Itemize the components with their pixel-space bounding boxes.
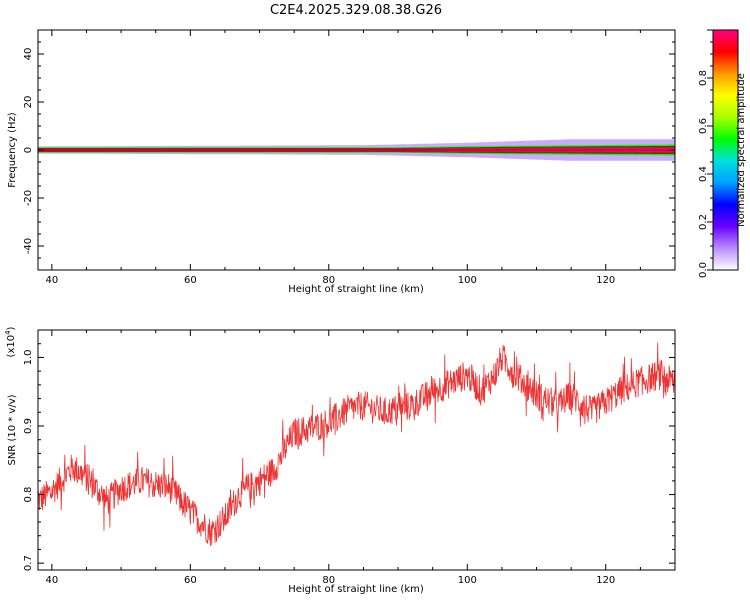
colorbar-tick-label: 0.0	[698, 262, 709, 278]
x-tick-label: 40	[45, 275, 58, 286]
snr-y-exponent: (x104)	[4, 326, 17, 357]
spectrogram-y-axis-label: Frequency (Hz)	[7, 112, 18, 188]
x-tick-label: 60	[184, 275, 197, 286]
x-tick-label: 80	[322, 275, 335, 286]
y-tick-label: 1.0	[23, 349, 34, 365]
x-tick-label: 40	[45, 575, 58, 586]
colorbar-tick-label: 0.4	[698, 166, 709, 182]
spectrogram-band	[38, 139, 675, 161]
colorbar-ticks: 0.0 0.2 0.4 0.6 0.8	[698, 29, 713, 278]
spectrogram-y-ticks: 40 20 0 -20 -40	[23, 29, 675, 271]
snr-frame	[37, 329, 676, 571]
snr-background	[38, 330, 675, 570]
x-tick-label: 100	[458, 575, 477, 586]
snr-y-axis-label: SNR (10 * v/v)	[7, 394, 18, 465]
y-tick-label: -40	[23, 238, 34, 254]
spectrogram-x-ticks: 40 60 80 100 120	[45, 30, 676, 286]
snr-panel: 40 60 80 100 120 1.0 0.9 0.8 0.7 Height of stra…	[4, 326, 676, 595]
spectrogram-x-axis-label: Height of straight line (km)	[288, 284, 424, 295]
x-tick-label: 80	[322, 575, 335, 586]
snr-y-ticks: 1.0 0.9 0.8 0.7	[23, 343, 675, 571]
y-tick-label: 20	[23, 96, 34, 109]
y-tick-label: 0.8	[23, 487, 34, 503]
y-tick-label: 0.9	[23, 418, 34, 434]
x-tick-label: 120	[596, 275, 615, 286]
colorbar: 0.0 0.2 0.4 0.6 0.8 Normalized spectral ampl…	[698, 29, 747, 278]
colorbar-tick-label: 0.2	[698, 214, 709, 230]
y-tick-label: 40	[23, 48, 34, 61]
colorbar-gradient	[712, 29, 739, 271]
y-tick-label: 0	[23, 147, 34, 153]
x-tick-label: 120	[596, 575, 615, 586]
y-tick-label: 0.7	[23, 555, 34, 571]
x-tick-label: 100	[458, 275, 477, 286]
x-tick-label: 60	[184, 575, 197, 586]
colorbar-tick-label: 0.6	[698, 118, 709, 134]
spectrogram-panel: 40 60 80 100 120 40 20 0 -20 -40 Height of strai…	[7, 29, 676, 295]
colorbar-label: Normalized spectral amplitude	[736, 73, 747, 227]
chart-title: C2E4.2025.329.08.38.G26	[270, 3, 442, 18]
snr-series-line	[38, 342, 675, 546]
snr-x-ticks: 40 60 80 100 120	[45, 330, 676, 586]
colorbar-tick-label: 0.8	[698, 70, 709, 86]
snr-x-axis-label: Height of straight line (km)	[288, 584, 424, 595]
y-tick-label: -20	[23, 190, 34, 206]
